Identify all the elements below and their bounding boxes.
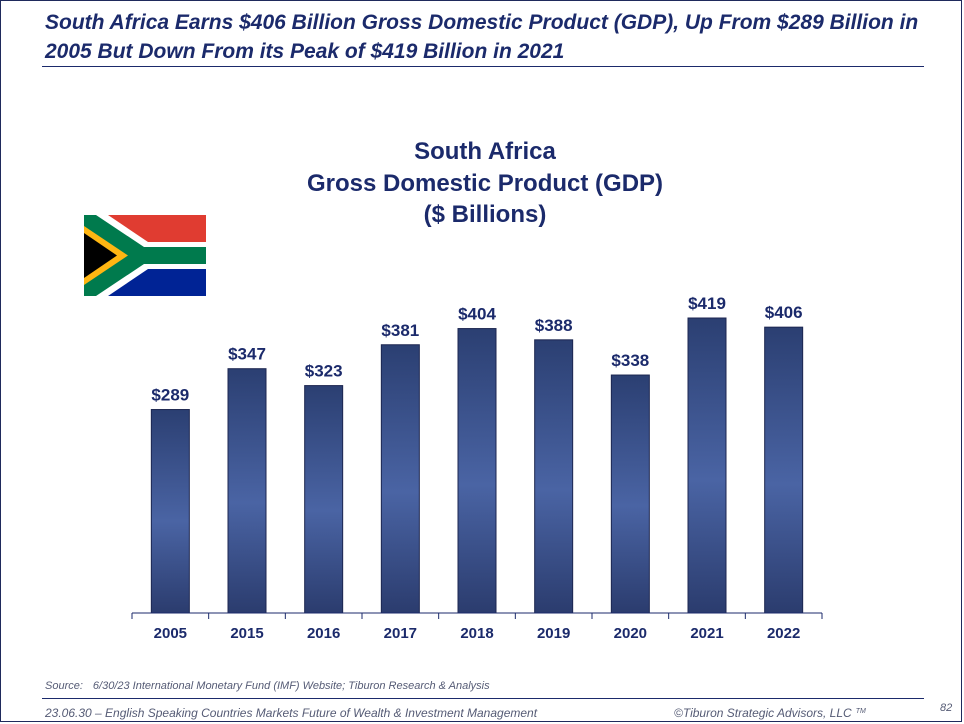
x-tick-label: 2021 [690,625,723,642]
chart-title: South Africa Gross Domestic Product (GDP… [230,136,740,231]
bar-2016 [304,385,344,614]
bar-2018 [457,328,497,614]
footer-divider [42,698,924,699]
bar-value-label: $388 [535,316,573,335]
bar-value-label: $338 [611,351,649,370]
south-africa-flag-icon [84,215,206,296]
chart-title-line-1: South Africa [414,138,556,165]
copyright-text: ©Tiburon Strategic Advisors, LLC [674,706,852,720]
bar-2005 [150,409,190,614]
x-tick-label: 2017 [384,625,417,642]
x-tick-label: 2016 [307,625,340,642]
bar-value-label: $347 [228,345,266,364]
bar-value-label: $406 [765,303,803,322]
bar-value-label: $404 [458,305,496,324]
bar-value-label: $381 [381,321,419,340]
bar-value-label: $289 [151,386,189,405]
chart-title-line-2: Gross Domestic Product (GDP) [306,169,664,197]
bar-2019 [534,339,574,614]
headline-divider [42,66,924,67]
bar-value-label: $323 [305,362,343,381]
x-tick-label: 2005 [154,625,187,642]
bar-2015 [227,368,267,614]
bar-2021 [687,317,727,614]
trademark-mark: TM [855,708,866,715]
page-number: 82 [940,702,953,714]
x-tick-label: 2015 [230,625,263,642]
chart-title-line-3: ($ Billions) [423,201,547,228]
bar-2022 [764,326,804,614]
x-tick-label: 2022 [767,625,800,642]
x-tick-label: 2018 [460,625,493,642]
bar-value-label: $419 [688,294,726,313]
source-label: Source: [45,680,83,692]
x-tick-label: 2019 [537,625,570,642]
slide-headline: South Africa Earns $406 Billion Gross Do… [45,11,919,63]
footer-copyright: ©Tiburon Strategic Advisors, LLC TM [674,706,866,720]
bar-2017 [380,344,420,614]
footer-presentation-title: 23.06.30 – English Speaking Countries Ma… [45,706,538,720]
bar-2020 [610,374,650,614]
source-note: Source: 6/30/23 International Monetary Fu… [45,680,490,692]
source-text: 6/30/23 International Monetary Fund (IMF… [92,680,490,692]
x-tick-label: 2020 [614,625,647,642]
